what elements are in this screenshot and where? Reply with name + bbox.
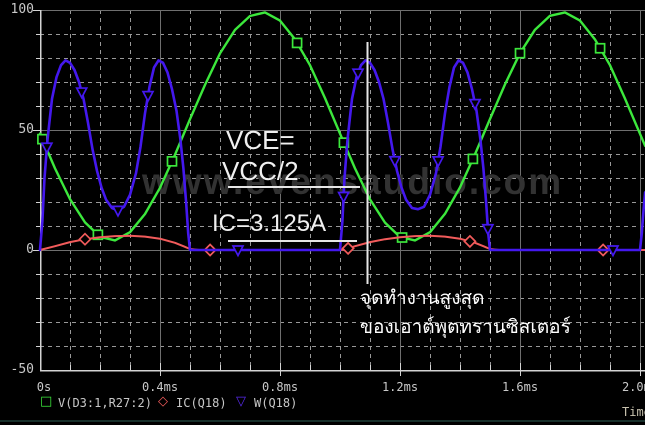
watermark-text: www.evensaudio.com — [141, 161, 563, 202]
y-tick-label-0: 0 — [26, 242, 34, 257]
y-tick-label-100: 100 — [10, 2, 34, 17]
series-w-q18- — [38, 59, 645, 258]
axes — [33, 10, 645, 376]
thai-annotation-line1: จุดทำงานสูงสุด — [360, 288, 485, 309]
window-bottom-edge — [0, 420, 645, 422]
ic-annotation: IC=3.125A — [212, 210, 327, 237]
legend-item-v[interactable]: V(D3:1,R27:2) — [58, 396, 152, 410]
triangle-down-marker — [468, 98, 482, 111]
vce-annotation-line2: VCC/2 — [222, 156, 299, 186]
triangle-down-marker — [481, 223, 495, 237]
square-marker — [37, 133, 48, 145]
y-tick-label-neg50: -50 — [10, 362, 34, 377]
square-marker — [514, 47, 526, 59]
x-tick-label-1_6ms: 1.6ms — [501, 380, 539, 394]
x-tick-label-0s: 0s — [36, 380, 52, 394]
y-tick-label-50: 50 — [18, 122, 34, 137]
grid-minor — [40, 10, 645, 370]
series-ic-q18- — [39, 232, 645, 257]
legend-triangle-icon: ▽ — [236, 394, 246, 409]
triangle-down-marker — [231, 245, 245, 258]
legend-diamond-icon: ◇ — [158, 394, 168, 409]
x-axis-title: Time — [622, 405, 645, 419]
triangle-down-marker — [337, 191, 351, 204]
square-marker — [467, 153, 479, 165]
legend-item-w[interactable]: W(Q18) — [254, 396, 298, 410]
legend: □ V(D3:1,R27:2) ◇ IC(Q18) ▽ W(Q18) — [0, 395, 645, 411]
triangle-down-marker — [111, 205, 125, 218]
square-marker — [92, 229, 104, 241]
x-tick-label-0_8ms: 0.8ms — [261, 380, 299, 394]
triangle-down-marker — [606, 245, 620, 258]
triangle-down-marker — [431, 156, 445, 169]
diamond-marker — [78, 232, 92, 246]
vce-annotation-line1: VCE= — [226, 125, 295, 155]
x-tick-label-1_2ms: 1.2ms — [381, 380, 419, 394]
triangle-down-marker — [351, 68, 365, 81]
diamond-marker — [341, 241, 355, 256]
diamond-marker — [463, 234, 477, 249]
legend-item-ic[interactable]: IC(Q18) — [176, 396, 227, 410]
series-v-d3-1-r27-2- — [37, 11, 645, 243]
legend-square-icon: □ — [40, 394, 53, 409]
square-marker — [594, 42, 606, 54]
triangle-down-marker — [40, 142, 54, 155]
square-marker — [291, 37, 303, 49]
x-tick-label-0_4ms: 0.4ms — [141, 380, 179, 394]
annotation-lines — [228, 42, 369, 284]
triangle-down-marker — [141, 90, 155, 103]
square-marker — [166, 155, 178, 167]
triangle-down-marker — [75, 87, 89, 100]
x-tick-label-2_0ms: 2.0ms — [621, 380, 645, 394]
thai-annotation-line2: ของเอาต์พุตทรานซิสเตอร์ — [360, 317, 571, 338]
triangle-down-marker — [388, 155, 402, 169]
